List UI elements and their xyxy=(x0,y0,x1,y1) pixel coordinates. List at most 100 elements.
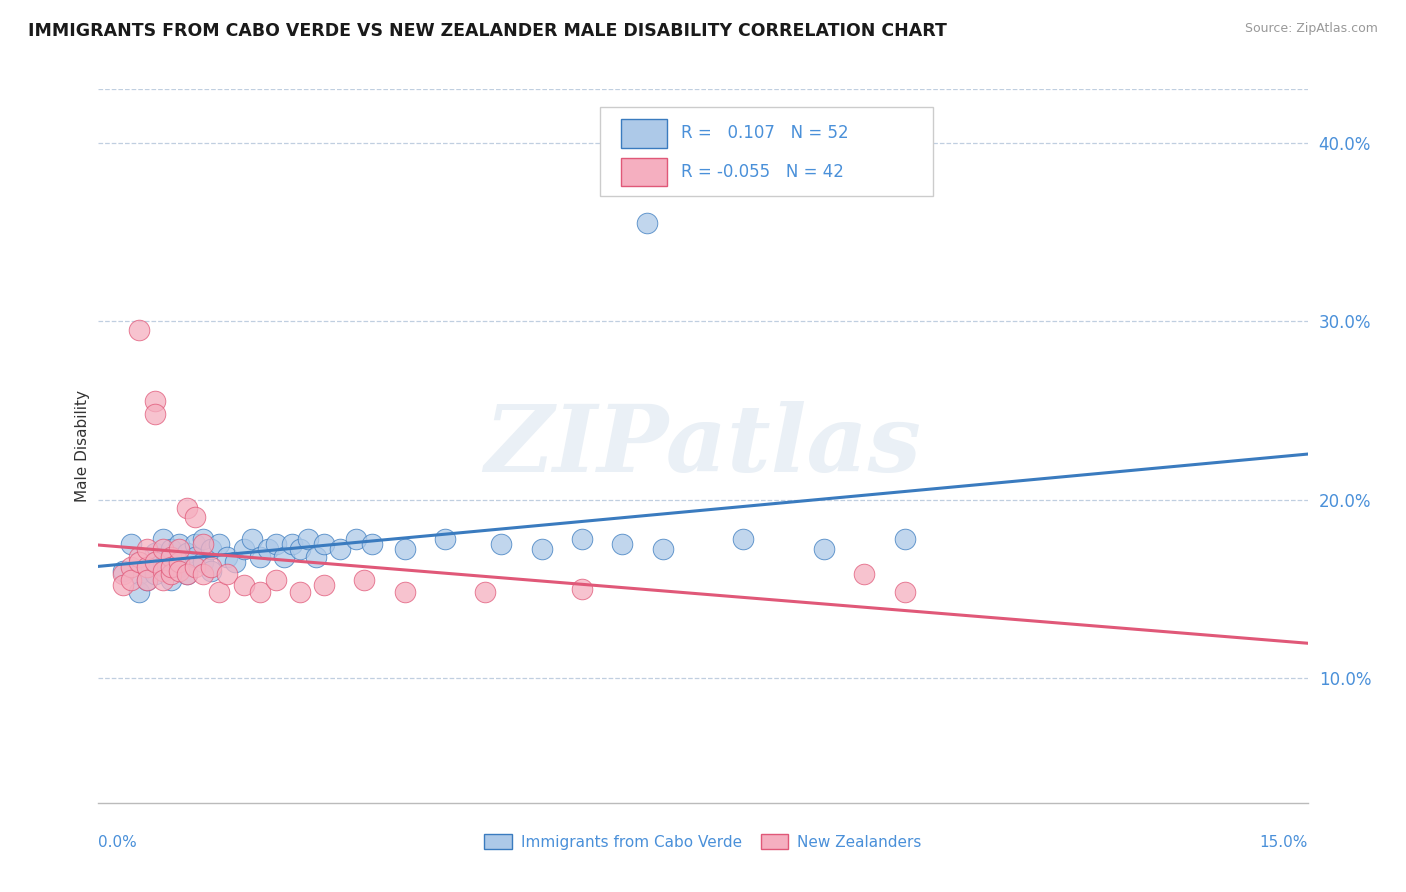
FancyBboxPatch shape xyxy=(621,158,666,186)
Point xyxy=(434,532,457,546)
Point xyxy=(893,532,915,546)
Point xyxy=(232,578,254,592)
Point xyxy=(143,567,166,582)
Point xyxy=(128,549,150,564)
Point xyxy=(160,549,183,564)
Point xyxy=(893,585,915,599)
Point xyxy=(111,564,134,578)
FancyBboxPatch shape xyxy=(621,119,666,147)
Point xyxy=(853,567,876,582)
Point xyxy=(264,573,287,587)
Point xyxy=(314,537,336,551)
Point xyxy=(160,560,183,574)
Point xyxy=(314,578,336,592)
Point xyxy=(353,573,375,587)
Point xyxy=(160,542,183,557)
Point xyxy=(288,542,311,557)
Point xyxy=(217,567,239,582)
Text: IMMIGRANTS FROM CABO VERDE VS NEW ZEALANDER MALE DISABILITY CORRELATION CHART: IMMIGRANTS FROM CABO VERDE VS NEW ZEALAN… xyxy=(28,22,948,40)
Point xyxy=(329,542,352,557)
Y-axis label: Male Disability: Male Disability xyxy=(75,390,90,502)
Point xyxy=(193,537,215,551)
Point xyxy=(152,573,174,587)
Point xyxy=(152,542,174,557)
Point xyxy=(305,549,328,564)
Point xyxy=(143,546,166,560)
Point xyxy=(176,567,198,582)
Point xyxy=(152,558,174,573)
Point xyxy=(135,542,157,557)
Point xyxy=(128,555,150,569)
Point xyxy=(176,567,198,582)
Point xyxy=(120,573,142,587)
Point xyxy=(143,394,166,409)
Point xyxy=(111,578,134,592)
Point xyxy=(160,549,183,564)
Point xyxy=(193,567,215,582)
Point xyxy=(264,537,287,551)
Point xyxy=(135,560,157,574)
Text: R = -0.055   N = 42: R = -0.055 N = 42 xyxy=(682,163,844,181)
Point xyxy=(184,560,207,574)
Point xyxy=(394,585,416,599)
Point xyxy=(249,585,271,599)
Point xyxy=(651,542,673,557)
Point xyxy=(184,537,207,551)
Point xyxy=(733,532,755,546)
Point xyxy=(217,549,239,564)
Point xyxy=(273,549,295,564)
Point xyxy=(200,560,222,574)
Point xyxy=(135,573,157,587)
Point xyxy=(167,560,190,574)
Point xyxy=(288,585,311,599)
Point xyxy=(120,560,142,574)
Point xyxy=(394,542,416,557)
Point xyxy=(240,532,263,546)
FancyBboxPatch shape xyxy=(600,107,932,196)
Point xyxy=(491,537,513,551)
Point xyxy=(143,555,166,569)
Point xyxy=(200,564,222,578)
Point xyxy=(530,542,553,557)
Point xyxy=(152,564,174,578)
Point xyxy=(120,537,142,551)
Legend: Immigrants from Cabo Verde, New Zealanders: Immigrants from Cabo Verde, New Zealande… xyxy=(478,828,928,855)
Point xyxy=(160,567,183,582)
Point xyxy=(256,542,278,557)
Point xyxy=(193,555,215,569)
Text: 0.0%: 0.0% xyxy=(98,835,138,850)
Point xyxy=(152,532,174,546)
Point xyxy=(208,537,231,551)
Text: 15.0%: 15.0% xyxy=(1260,835,1308,850)
Point xyxy=(160,573,183,587)
Point xyxy=(249,549,271,564)
Point xyxy=(232,542,254,557)
Point xyxy=(344,532,367,546)
Point xyxy=(184,510,207,524)
Point xyxy=(176,501,198,516)
Point xyxy=(224,555,246,569)
Point xyxy=(612,537,634,551)
Text: R =   0.107   N = 52: R = 0.107 N = 52 xyxy=(682,124,849,142)
Point xyxy=(135,560,157,574)
Point xyxy=(636,216,658,230)
Point xyxy=(200,542,222,557)
Point xyxy=(184,549,207,564)
Point xyxy=(281,537,304,551)
Point xyxy=(176,546,198,560)
Text: ZIPatlas: ZIPatlas xyxy=(485,401,921,491)
Point xyxy=(167,542,190,557)
Point xyxy=(167,555,190,569)
Point xyxy=(128,323,150,337)
Point xyxy=(135,573,157,587)
Point xyxy=(143,407,166,421)
Point xyxy=(167,564,190,578)
Point xyxy=(143,555,166,569)
Point xyxy=(128,585,150,599)
Point xyxy=(128,567,150,582)
Point xyxy=(297,532,319,546)
Point xyxy=(474,585,496,599)
Text: Source: ZipAtlas.com: Source: ZipAtlas.com xyxy=(1244,22,1378,36)
Point xyxy=(111,567,134,582)
Point xyxy=(571,582,593,596)
